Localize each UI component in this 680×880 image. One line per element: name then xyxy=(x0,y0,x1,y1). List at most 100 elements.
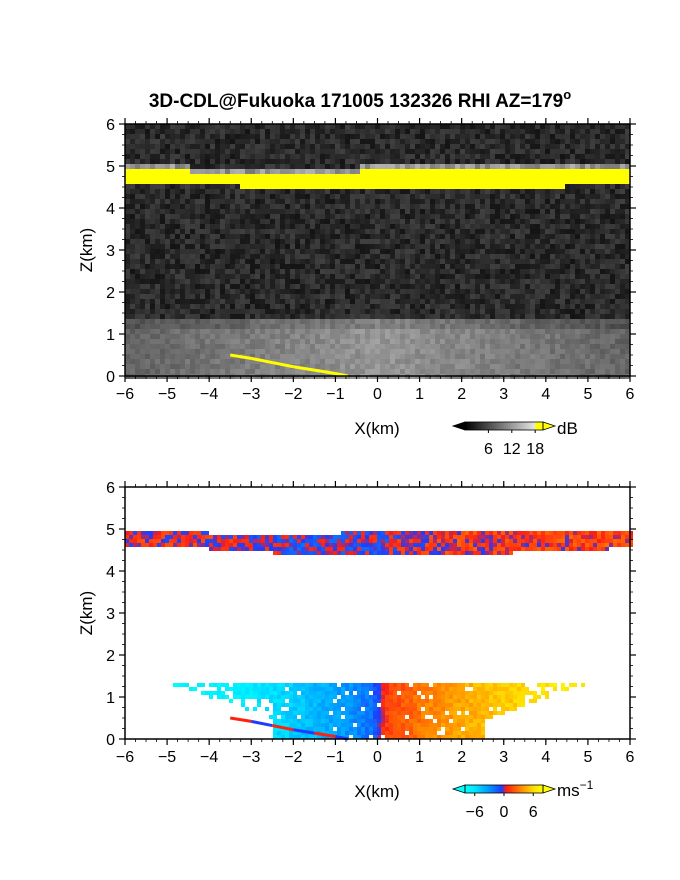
reflectivity-cell xyxy=(575,199,580,204)
reflectivity-cell xyxy=(535,364,540,369)
reflectivity-cell xyxy=(560,149,565,154)
reflectivity-cell xyxy=(485,329,490,334)
reflectivity-cell xyxy=(345,239,350,244)
reflectivity-cell xyxy=(440,174,445,179)
reflectivity-cell xyxy=(255,294,260,299)
reflectivity-cell xyxy=(495,254,500,259)
reflectivity-cell xyxy=(375,259,380,264)
reflectivity-cell xyxy=(230,304,235,309)
reflectivity-cell xyxy=(505,279,510,284)
reflectivity-cell xyxy=(185,319,190,324)
reflectivity-cell xyxy=(490,249,495,254)
reflectivity-cell xyxy=(215,274,220,279)
reflectivity-cell xyxy=(335,159,340,164)
reflectivity-cell xyxy=(230,244,235,249)
reflectivity-cell xyxy=(285,124,290,129)
reflectivity-cell xyxy=(125,324,130,329)
reflectivity-cell xyxy=(500,189,505,194)
reflectivity-cell xyxy=(300,254,305,259)
reflectivity-cell xyxy=(275,344,280,349)
reflectivity-cell xyxy=(195,254,200,259)
reflectivity-cell xyxy=(200,339,205,344)
reflectivity-cell xyxy=(460,279,465,284)
reflectivity-cell xyxy=(490,304,495,309)
reflectivity-cell xyxy=(190,264,195,269)
reflectivity-cell xyxy=(530,324,535,329)
reflectivity-cell xyxy=(475,334,480,339)
reflectivity-cell xyxy=(225,199,230,204)
reflectivity-cell xyxy=(155,259,160,264)
reflectivity-cell xyxy=(365,364,370,369)
reflectivity-cell xyxy=(140,279,145,284)
reflectivity-cell xyxy=(185,364,190,369)
reflectivity-cell xyxy=(260,159,265,164)
reflectivity-cell xyxy=(125,214,130,219)
reflectivity-cell xyxy=(495,229,500,234)
reflectivity-cell xyxy=(285,324,290,329)
reflectivity-cell xyxy=(565,324,570,329)
reflectivity-cell xyxy=(295,354,300,359)
reflectivity-cell xyxy=(515,239,520,244)
reflectivity-cell xyxy=(410,149,415,154)
reflectivity-cell xyxy=(455,209,460,214)
reflectivity-cell xyxy=(415,354,420,359)
reflectivity-cell xyxy=(430,224,435,229)
reflectivity-cell xyxy=(445,189,450,194)
reflectivity-cell xyxy=(575,204,580,209)
reflectivity-cell xyxy=(605,264,610,269)
reflectivity-cell xyxy=(555,214,560,219)
reflectivity-cell xyxy=(270,339,275,344)
reflectivity-cell xyxy=(535,154,540,159)
reflectivity-cell xyxy=(150,184,155,189)
reflectivity-cell xyxy=(205,189,210,194)
reflectivity-cell xyxy=(305,289,310,294)
reflectivity-cell xyxy=(595,144,600,149)
reflectivity-cell xyxy=(265,264,270,269)
reflectivity-cell xyxy=(250,319,255,324)
reflectivity-cell xyxy=(530,254,535,259)
reflectivity-cell xyxy=(390,204,395,209)
reflectivity-cell xyxy=(400,279,405,284)
reflectivity-cell xyxy=(310,359,315,364)
reflectivity-cell xyxy=(550,339,555,344)
reflectivity-cell xyxy=(405,284,410,289)
reflectivity-cell xyxy=(435,239,440,244)
reflectivity-cell xyxy=(350,324,355,329)
reflectivity-cell xyxy=(515,254,520,259)
reflectivity-cell xyxy=(535,179,540,184)
reflectivity-cell xyxy=(170,174,175,179)
reflectivity-cell xyxy=(310,314,315,319)
reflectivity-cell xyxy=(155,189,160,194)
reflectivity-cell xyxy=(385,269,390,274)
reflectivity-cell xyxy=(335,329,340,334)
reflectivity-cell xyxy=(195,309,200,314)
reflectivity-cell xyxy=(460,164,465,169)
reflectivity-cell xyxy=(180,269,185,274)
reflectivity-cell xyxy=(205,319,210,324)
reflectivity-cell xyxy=(505,209,510,214)
reflectivity-cell xyxy=(325,269,330,274)
reflectivity-cell xyxy=(445,279,450,284)
reflectivity-cell xyxy=(455,339,460,344)
reflectivity-cell xyxy=(245,259,250,264)
reflectivity-cell xyxy=(575,209,580,214)
reflectivity-cell xyxy=(365,299,370,304)
reflectivity-cell xyxy=(590,279,595,284)
reflectivity-cell xyxy=(425,234,430,239)
reflectivity-cell xyxy=(445,259,450,264)
reflectivity-cell xyxy=(435,144,440,149)
reflectivity-cell xyxy=(540,279,545,284)
reflectivity-cell xyxy=(130,269,135,274)
reflectivity-cell xyxy=(570,274,575,279)
reflectivity-cell xyxy=(515,289,520,294)
reflectivity-cell xyxy=(130,309,135,314)
reflectivity-cell xyxy=(470,134,475,139)
reflectivity-cell xyxy=(595,139,600,144)
reflectivity-cell xyxy=(495,259,500,264)
reflectivity-cell xyxy=(560,249,565,254)
reflectivity-cell xyxy=(250,234,255,239)
reflectivity-cell xyxy=(180,204,185,209)
reflectivity-cell xyxy=(295,324,300,329)
reflectivity-cell xyxy=(155,219,160,224)
reflectivity-cell xyxy=(295,249,300,254)
